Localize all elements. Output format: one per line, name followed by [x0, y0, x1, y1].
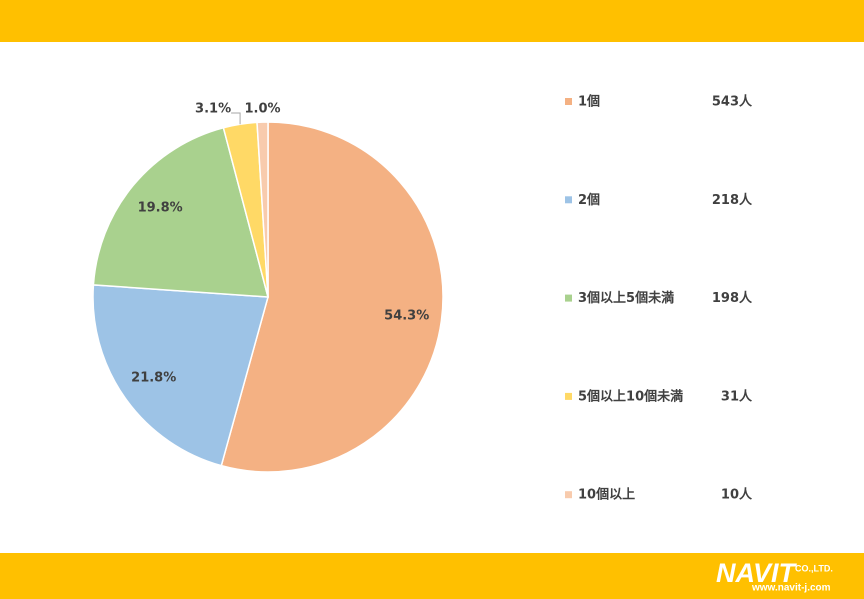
legend-label: 1個 [578, 94, 600, 110]
data-label: 19.8% [138, 200, 183, 215]
legend-marker [565, 294, 572, 302]
data-label: 1.0% [244, 102, 280, 117]
logo-url: www.navit-j.com [751, 583, 831, 594]
legend-marker [565, 491, 572, 499]
header-bar [0, 0, 864, 42]
data-label: 54.3% [384, 308, 429, 323]
legend-count: 543人 [712, 94, 753, 110]
legend: 1個 543人 2個 218人 3個以上5個未満 198人 5個以上10個未満 31人 10個以… [565, 94, 753, 503]
legend-label: 10個以上 [578, 487, 635, 503]
legend-count: 31人 [721, 388, 753, 404]
legend-count: 198人 [712, 290, 753, 306]
pie-slice [256, 121, 269, 298]
pie: 54.3% 21.8% 19.8% 3.1% 1.0% [92, 102, 444, 473]
pie-slice [92, 126, 269, 298]
logo-name: NAVIT [716, 558, 798, 588]
legend-marker [565, 392, 572, 400]
legend-count: 218人 [712, 192, 753, 208]
logo-suffix: CO.,LTD. [795, 563, 833, 573]
legend-count: 10人 [721, 487, 753, 503]
legend-label: 3個以上5個未満 [578, 290, 674, 306]
pie-slice [220, 121, 444, 473]
data-label: 3.1% [195, 102, 231, 117]
legend-marker [565, 196, 572, 204]
leader-line [231, 112, 241, 125]
data-label: 21.8% [131, 370, 176, 385]
footer-bar [0, 553, 864, 599]
pie-slice [92, 284, 269, 467]
legend-marker [565, 98, 572, 105]
legend-label: 5個以上10個未満 [578, 388, 683, 404]
legend-label: 2個 [578, 192, 600, 208]
